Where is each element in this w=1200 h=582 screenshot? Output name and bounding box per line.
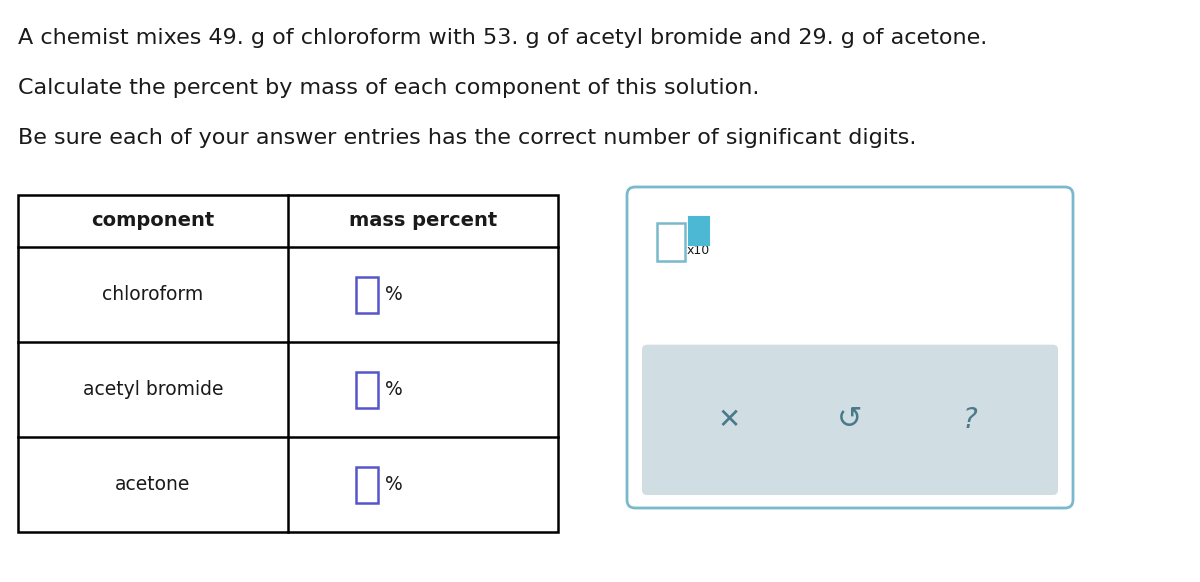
Text: ✕: ✕ [718,406,742,434]
Bar [658,223,685,261]
Text: %: % [385,380,403,399]
Text: A chemist mixes 49. g of chloroform with 53. g of acetyl bromide and 29. g of ac: A chemist mixes 49. g of chloroform with… [18,28,988,48]
Bar [356,371,378,407]
Text: %: % [385,475,403,494]
Bar [356,467,378,502]
Bar [18,195,558,532]
Text: Be sure each of your answer entries has the correct number of significant digits: Be sure each of your answer entries has … [18,128,917,148]
Bar [689,217,709,245]
Text: acetone: acetone [115,475,191,494]
Text: component: component [91,211,215,230]
FancyBboxPatch shape [628,187,1073,508]
Text: ?: ? [964,406,978,434]
Text: mass percent: mass percent [349,211,497,230]
Text: acetyl bromide: acetyl bromide [83,380,223,399]
Bar [356,276,378,313]
FancyBboxPatch shape [642,345,1058,495]
Text: Calculate the percent by mass of each component of this solution.: Calculate the percent by mass of each co… [18,78,760,98]
Text: chloroform: chloroform [102,285,204,304]
Text: x10: x10 [686,244,710,257]
Text: %: % [385,285,403,304]
Text: ↺: ↺ [838,405,863,434]
